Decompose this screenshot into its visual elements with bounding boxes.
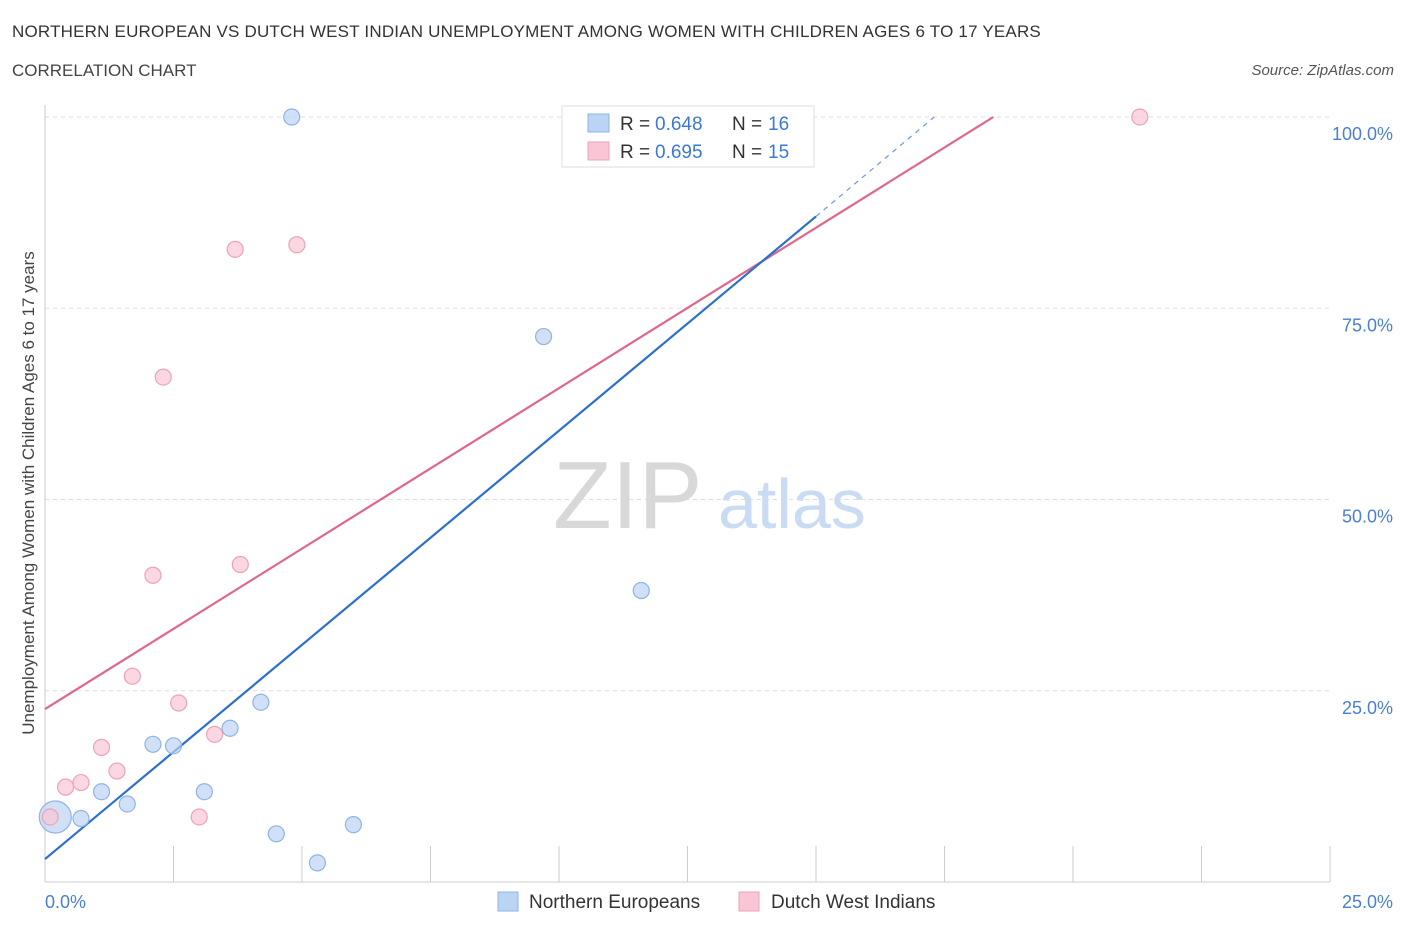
- northern-europeans-point-8: [252, 693, 270, 711]
- dutch-west-indians-point-9: [190, 808, 208, 826]
- legend-n-value-2: 15: [768, 142, 789, 163]
- legend-swatch-pink: [587, 141, 610, 161]
- northern-europeans-point-5: [164, 737, 183, 755]
- northern-europeans-point-13: [534, 327, 553, 346]
- northern-europeans-point-2: [92, 783, 111, 801]
- northern-europeans-trend-extension: [815, 116, 935, 217]
- dutch-west-indians-point-7: [154, 368, 172, 386]
- northern-europeans-point-6: [195, 783, 213, 801]
- dutch-west-indians-point-3: [92, 738, 111, 756]
- y-tick-label-2: 75.0%: [1342, 315, 1393, 335]
- northern-europeans-point-3: [118, 795, 136, 813]
- watermark-atlas: atlas: [718, 465, 866, 543]
- chart-subtitle: CORRELATION CHART: [12, 61, 197, 80]
- axis-layer: 25.0% 50.0% 75.0% 100.0% 0.0% 25.0%: [44, 105, 1393, 912]
- source-credit: Source: ZipAtlas.com: [1251, 62, 1394, 79]
- dutch-west-indians-point-6: [144, 566, 162, 584]
- dutch-west-indians-point-5: [123, 667, 141, 685]
- bottom-legend-label-pink: Dutch West Indians: [771, 892, 935, 913]
- dutch-west-indians-point-12: [231, 555, 249, 574]
- legend-r-label-1: R =: [620, 114, 650, 135]
- legend-r-value-2: 0.695: [655, 142, 703, 163]
- northern-europeans-point-9: [267, 825, 285, 843]
- chart-title: NORTHERN EUROPEAN VS DUTCH WEST INDIAN U…: [12, 22, 1041, 41]
- legend-r-value-1: 0.648: [655, 114, 703, 135]
- northern-europeans-point-14: [632, 581, 650, 600]
- x-tick-label-0: 0.0%: [45, 892, 86, 912]
- legend-box: R = 0.648 N = 16 R = 0.695 N = 15: [561, 105, 815, 168]
- dutch-west-indians-point-8: [170, 694, 188, 712]
- dutch-west-indians-point-4: [108, 762, 126, 780]
- northern-europeans-point-11: [308, 854, 327, 872]
- northern-europeans-point-7: [221, 719, 239, 737]
- dutch-west-indians-point-10: [206, 725, 224, 743]
- legend-n-label-1: N =: [732, 114, 762, 135]
- northern-europeans-point-10: [283, 108, 301, 126]
- legend-n-label-2: N =: [732, 142, 762, 163]
- bottom-legend-swatch-blue: [497, 891, 519, 912]
- legend-n-value-1: 16: [768, 114, 789, 135]
- legend-swatch-blue: [587, 113, 610, 133]
- y-tick-label-1: 50.0%: [1342, 507, 1393, 527]
- bottom-legend-label-blue: Northern Europeans: [529, 892, 700, 913]
- dutch-west-indians-point-2: [72, 773, 90, 792]
- bottom-legend-swatch-pink: [738, 891, 760, 912]
- grid-layer: [45, 116, 1330, 692]
- legend-r-label-2: R =: [620, 142, 650, 163]
- bottom-legend: Northern Europeans Dutch West Indians: [497, 891, 935, 913]
- y-tick-label-0: 25.0%: [1342, 698, 1393, 718]
- northern-europeans-point-1: [72, 809, 90, 828]
- points-layer: [38, 108, 1149, 872]
- dutch-west-indians-point-1: [56, 778, 75, 796]
- dutch-west-indians-trend-line: [44, 116, 994, 711]
- dutch-west-indians-point-0: [41, 808, 59, 826]
- watermark: ZIP atlas: [553, 442, 866, 549]
- dutch-west-indians-point-14: [1131, 108, 1149, 126]
- watermark-zip: ZIP: [553, 442, 702, 549]
- northern-europeans-point-12: [344, 816, 362, 834]
- northern-europeans-point-4: [144, 735, 162, 753]
- dutch-west-indians-point-11: [226, 240, 244, 258]
- x-tick-label-1: 25.0%: [1342, 892, 1393, 912]
- y-tick-label-3: 100.0%: [1332, 124, 1393, 144]
- y-axis-label: Unemployment Among Women with Children A…: [19, 251, 38, 735]
- dutch-west-indians-point-13: [288, 236, 306, 254]
